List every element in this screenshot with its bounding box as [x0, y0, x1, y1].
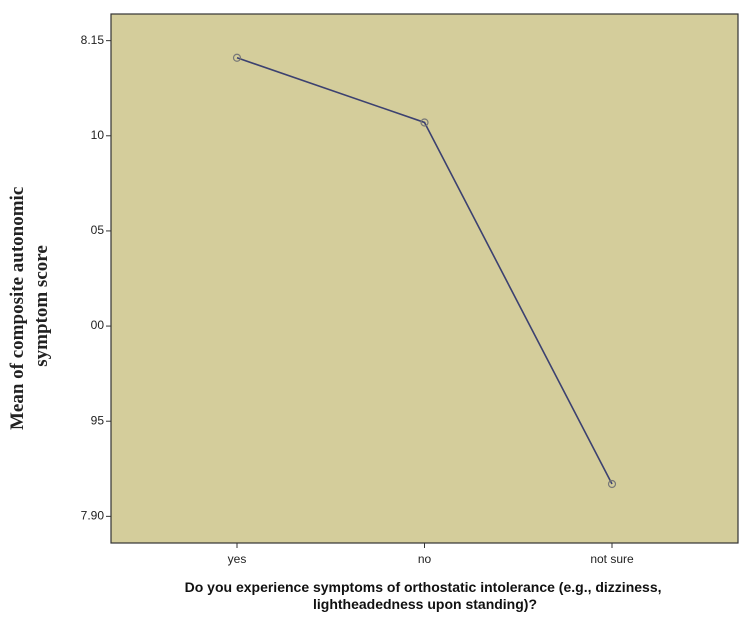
x-tick-label: no — [418, 552, 432, 566]
x-axis-label-line: lightheadedness upon standing)? — [313, 596, 537, 612]
y-axis-label-line: symptom score — [31, 245, 52, 367]
y-axis-label: Mean of composite autonomic symptom scor… — [7, 182, 52, 430]
x-axis-label-line: Do you experience symptoms of orthostati… — [185, 579, 662, 595]
y-tick-label: 8.15 — [81, 33, 105, 47]
data-point — [607, 479, 617, 489]
x-axis-label: Do you experience symptoms of orthostati… — [185, 579, 666, 612]
y-tick-label: 00 — [91, 318, 105, 332]
y-axis-label-line: Mean of composite autonomic — [7, 187, 28, 430]
y-tick-label: 05 — [91, 223, 105, 237]
x-tick-label: not sure — [590, 552, 634, 566]
x-tick-label: yes — [228, 552, 247, 566]
series-line — [236, 57, 613, 485]
y-tick-label: 7.90 — [81, 509, 105, 523]
y-tick-label: 95 — [91, 413, 105, 427]
data-point — [232, 53, 242, 62]
y-tick-label: 10 — [91, 128, 105, 142]
plot-area — [110, 13, 739, 544]
data-point — [420, 118, 429, 127]
